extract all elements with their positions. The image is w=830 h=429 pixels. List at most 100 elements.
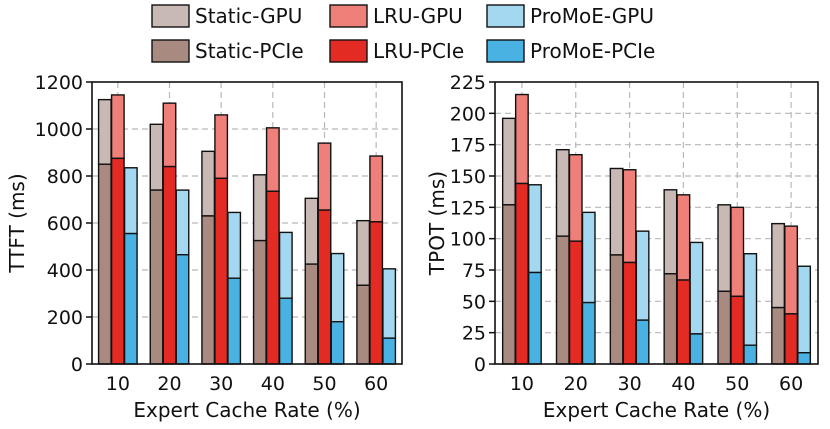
ttft-xtick-label: 50 — [312, 373, 336, 395]
ttft-bar-lru-pcie-40 — [265, 190, 280, 365]
ttft-bar-lru-pcie-60 — [369, 221, 384, 365]
tpot-xtick-label: 30 — [617, 373, 641, 395]
tpot-bar-static-gpu-50 — [717, 204, 732, 293]
legend-swatch-promoe_pcie — [486, 39, 525, 63]
tpot-bar-static-gpu-60 — [771, 222, 786, 309]
ttft-bar-static-gpu-30 — [201, 150, 216, 217]
ttft-bar-static-pcie-40 — [252, 239, 267, 365]
tpot-bar-promoe-pcie-50 — [743, 344, 758, 365]
tpot-bar-lru-gpu-40 — [676, 194, 691, 281]
legend-label-static_gpu: Static-GPU — [195, 4, 302, 28]
ttft-bar-static-gpu-20 — [149, 123, 164, 191]
ttft-bar-lru-gpu-20 — [162, 102, 177, 168]
legend-label-promoe_pcie: ProMoE-PCIe — [530, 39, 655, 63]
ttft-bar-lru-pcie-10 — [110, 157, 125, 365]
chart-tpot: 0 25 50 75 100 125 150 175 200 225 10 20 30 40 50 60 Exp… — [425, 72, 819, 422]
ttft-x-axis-title: Expert Cache Rate (%) — [133, 398, 360, 422]
ttft-xtick-label: 10 — [106, 373, 130, 395]
ttft-bar-promoe-pcie-10 — [123, 232, 138, 365]
ttft-ytick-label: 1000 — [35, 119, 83, 141]
legend-label-lru_gpu: LRU-GPU — [373, 4, 463, 28]
ttft-ytick-label: 200 — [47, 307, 83, 329]
tpot-bar-static-pcie-50 — [717, 290, 732, 365]
tpot-bar-lru-gpu-20 — [568, 153, 583, 242]
tpot-ytick-label: 125 — [450, 197, 486, 219]
tpot-bar-static-pcie-10 — [501, 204, 516, 365]
tpot-bar-lru-pcie-40 — [676, 279, 691, 365]
tpot-y-axis-title: TPOT (ms) — [425, 171, 449, 276]
legend-swatch-static_gpu — [151, 4, 190, 28]
tpot-bar-lru-pcie-20 — [568, 240, 583, 365]
tpot-bar-promoe-pcie-60 — [797, 352, 812, 365]
ttft-plot-frame — [91, 81, 403, 365]
ttft-ytick-label: 800 — [47, 166, 83, 188]
ttft-bar-promoe-pcie-30 — [227, 277, 242, 365]
tpot-bar-promoe-gpu-40 — [689, 241, 704, 335]
tpot-xtick-label: 20 — [564, 373, 588, 395]
ttft-bar-promoe-pcie-60 — [382, 337, 397, 365]
legend-swatch-static_pcie — [151, 39, 190, 63]
tpot-bar-promoe-gpu-20 — [581, 211, 596, 304]
ttft-bar-promoe-pcie-50 — [330, 321, 345, 365]
ttft-xtick-label: 40 — [261, 373, 285, 395]
tpot-bar-promoe-gpu-60 — [797, 265, 812, 354]
chart-ttft: 0 200 400 600 800 1000 1200 10 20 30 40 50 60Expert … — [5, 72, 403, 422]
ttft-bar-static-gpu-60 — [356, 219, 371, 286]
ttft-bar-static-pcie-30 — [201, 215, 216, 365]
tpot-bar-static-pcie-20 — [555, 235, 570, 365]
tpot-bar-lru-pcie-50 — [730, 295, 745, 365]
ttft-bar-lru-pcie-30 — [214, 177, 229, 365]
tpot-bar-lru-pcie-30 — [622, 261, 637, 365]
ttft-bar-promoe-gpu-10 — [123, 167, 138, 235]
ttft-bar-static-gpu-10 — [97, 98, 112, 165]
ttft-bar-static-pcie-20 — [149, 189, 164, 365]
tpot-ytick-label: 200 — [450, 103, 486, 125]
ttft-ytick-label: 0 — [71, 354, 83, 376]
tpot-bar-promoe-pcie-20 — [581, 301, 596, 365]
tpot-ytick-label: 175 — [450, 135, 486, 157]
tpot-ytick-label: 75 — [462, 260, 486, 282]
ttft-y-axis-title: TTFT (ms) — [5, 173, 29, 273]
ttft-bar-promoe-gpu-50 — [330, 252, 345, 323]
tpot-bar-lru-pcie-10 — [514, 182, 529, 365]
ttft-bar-static-gpu-40 — [252, 174, 267, 242]
ttft-bar-promoe-gpu-20 — [175, 189, 190, 256]
legend-label-static_pcie: Static-PCIe — [195, 39, 304, 63]
tpot-xtick-label: 10 — [510, 373, 534, 395]
ttft-xtick-label: 30 — [209, 373, 233, 395]
legend-label-lru_pcie: LRU-PCIe — [373, 39, 464, 63]
tpot-bar-static-gpu-10 — [501, 117, 516, 206]
tpot-bar-static-pcie-30 — [609, 254, 624, 365]
tpot-ytick-label: 25 — [462, 323, 486, 345]
ttft-bar-lru-gpu-40 — [265, 127, 280, 192]
ttft-bar-static-gpu-50 — [304, 197, 319, 265]
ttft-bar-lru-gpu-50 — [317, 142, 332, 211]
tpot-ytick-label: 150 — [450, 166, 486, 188]
ttft-bar-promoe-gpu-40 — [278, 231, 293, 299]
ttft-bar-lru-gpu-10 — [110, 94, 125, 160]
tpot-bar-promoe-gpu-50 — [743, 253, 758, 346]
tpot-xtick-label: 50 — [725, 373, 749, 395]
tpot-bar-static-gpu-20 — [555, 148, 570, 237]
ttft-xtick-label: 60 — [364, 373, 388, 395]
tpot-bar-promoe-pcie-30 — [635, 319, 650, 365]
tpot-ytick-label: 225 — [450, 72, 486, 94]
tpot-ytick-label: 0 — [474, 354, 486, 376]
tpot-plot-frame — [494, 81, 819, 365]
legend: Static-GPU LRU-GPU ProMoE-GPU Static-PCIe LR… — [151, 4, 655, 63]
tpot-xtick-label: 40 — [671, 373, 695, 395]
ttft-bar-lru-gpu-60 — [369, 155, 384, 223]
legend-label-promoe_gpu: ProMoE-GPU — [530, 4, 654, 28]
tpot-bar-lru-gpu-10 — [514, 93, 529, 185]
tpot-x-axis-title: Expert Cache Rate (%) — [543, 398, 770, 422]
ttft-ytick-label: 400 — [47, 260, 83, 282]
ttft-bar-promoe-gpu-30 — [227, 211, 242, 279]
tpot-bar-promoe-pcie-10 — [527, 271, 542, 365]
tpot-bar-lru-gpu-30 — [622, 169, 637, 264]
ttft-bar-promoe-pcie-20 — [175, 254, 190, 365]
tpot-ytick-label: 100 — [450, 229, 486, 251]
ttft-xtick-label: 20 — [157, 373, 181, 395]
ttft-ytick-label: 600 — [47, 213, 83, 235]
ttft-bar-lru-pcie-20 — [162, 165, 177, 365]
